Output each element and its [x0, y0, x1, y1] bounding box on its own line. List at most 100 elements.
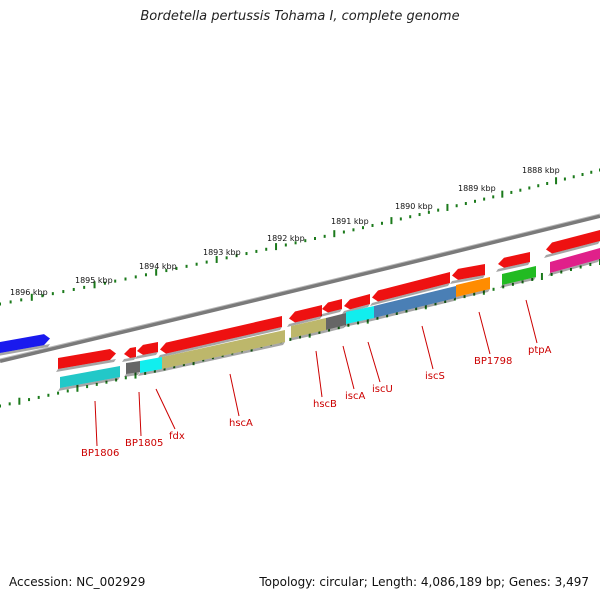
minor-tick	[299, 335, 301, 339]
cds-hscb-body	[289, 305, 322, 323]
minor-tick	[41, 294, 44, 298]
block-bp1805-shadow	[124, 372, 140, 377]
minor-tick	[531, 277, 534, 281]
minor-tick	[62, 290, 65, 294]
minor-tick	[409, 215, 412, 219]
minor-tick	[537, 184, 540, 188]
leader-line	[94, 400, 98, 447]
minor-tick	[474, 199, 477, 203]
minor-tick	[502, 285, 505, 289]
block-bp1805-body	[126, 361, 140, 374]
block-iscu-shadow	[344, 318, 374, 327]
cds-isca	[320, 299, 342, 317]
block-ptpa	[500, 266, 536, 288]
block-iscs-body	[374, 286, 456, 318]
minor-tick	[173, 365, 176, 369]
minor-tick	[560, 270, 563, 274]
minor-tick	[124, 277, 127, 281]
leader-line	[138, 391, 142, 437]
minor-tick	[195, 262, 198, 266]
cds-bp1806-shadow	[56, 359, 116, 372]
gene-label: BP1798	[474, 356, 512, 367]
minor-tick	[357, 321, 360, 325]
block-fdx-body	[140, 357, 162, 373]
block-iscu-body	[346, 306, 374, 324]
backbone-line	[0, 214, 600, 363]
cds-fdx-shadow	[135, 352, 158, 359]
block-bp1798-shadow	[454, 289, 490, 300]
cds-next-shadow	[544, 241, 600, 258]
leader-line	[155, 388, 176, 430]
gene-label: hscB	[313, 399, 337, 410]
minor-tick	[314, 237, 316, 240]
blue-feature-body	[0, 334, 50, 353]
minor-tick	[255, 249, 258, 253]
feature-track[interactable]	[0, 230, 600, 391]
minor-tick	[371, 223, 374, 227]
block-bp1806-shadow	[58, 377, 120, 391]
major-tick	[134, 371, 137, 379]
minor-tick	[427, 210, 430, 214]
leader-line	[229, 373, 240, 417]
minor-tick	[153, 369, 156, 373]
cds-next	[544, 230, 600, 258]
cds-hsca	[158, 316, 282, 358]
minor-tick	[483, 197, 486, 201]
minor-tick	[444, 299, 447, 303]
minor-tick	[569, 268, 572, 272]
block-ptpa-shadow	[500, 277, 536, 288]
block-bp1805	[124, 361, 140, 377]
block-isca-shadow	[324, 325, 346, 333]
minor-tick	[405, 309, 408, 313]
minor-tick	[395, 311, 398, 315]
blue-feature	[0, 334, 50, 356]
minor-tick	[492, 287, 495, 291]
cds-isca-shadow	[320, 309, 342, 317]
minor-tick	[361, 226, 364, 230]
cds-iscs-shadow	[370, 283, 450, 306]
major-tick	[30, 293, 33, 301]
gene-label: iscS	[425, 371, 445, 382]
block-bp1798	[454, 277, 490, 300]
minor-tick	[0, 404, 1, 408]
minor-tick	[590, 170, 593, 174]
cds-hscb	[287, 305, 322, 327]
minor-tick	[294, 241, 297, 245]
minor-tick	[0, 302, 1, 306]
leader-line	[421, 325, 434, 370]
major-tick	[390, 217, 393, 225]
kbp-label: 1889 kbp	[458, 184, 496, 193]
gene-label: hscA	[229, 418, 253, 429]
blue-feature-shadow	[0, 344, 50, 356]
block-next	[548, 248, 600, 276]
kbp-label: 1895 kbp	[75, 276, 113, 285]
cds-hsca-body	[160, 316, 282, 354]
gene-label: BP1806	[81, 448, 119, 459]
major-tick	[308, 330, 311, 338]
minor-tick	[37, 395, 40, 399]
cds-bp1805-shadow	[122, 357, 136, 362]
minor-tick	[66, 389, 69, 393]
block-hsca	[160, 330, 285, 372]
minor-tick	[589, 263, 592, 267]
minor-tick	[511, 282, 514, 286]
major-tick	[501, 190, 504, 198]
cds-bp1805-body	[124, 347, 136, 358]
minor-tick	[245, 252, 248, 256]
block-next-shadow	[548, 259, 600, 276]
minor-tick	[144, 273, 147, 277]
major-tick	[76, 384, 79, 392]
minor-tick	[265, 247, 268, 251]
block-bp1798-body	[456, 277, 490, 297]
block-hsca-shadow	[160, 342, 285, 372]
major-tick	[482, 287, 485, 295]
minor-tick	[289, 337, 292, 341]
minor-tick	[492, 195, 495, 199]
minor-tick	[453, 297, 456, 301]
minor-tick	[399, 217, 402, 221]
minor-tick	[464, 202, 467, 206]
minor-tick	[352, 228, 355, 232]
minor-tick	[337, 326, 340, 330]
label-layer: 1896 kbp 1895 kbp 1894 kbp 1893 kbp 1892 kbp…	[10, 166, 560, 459]
